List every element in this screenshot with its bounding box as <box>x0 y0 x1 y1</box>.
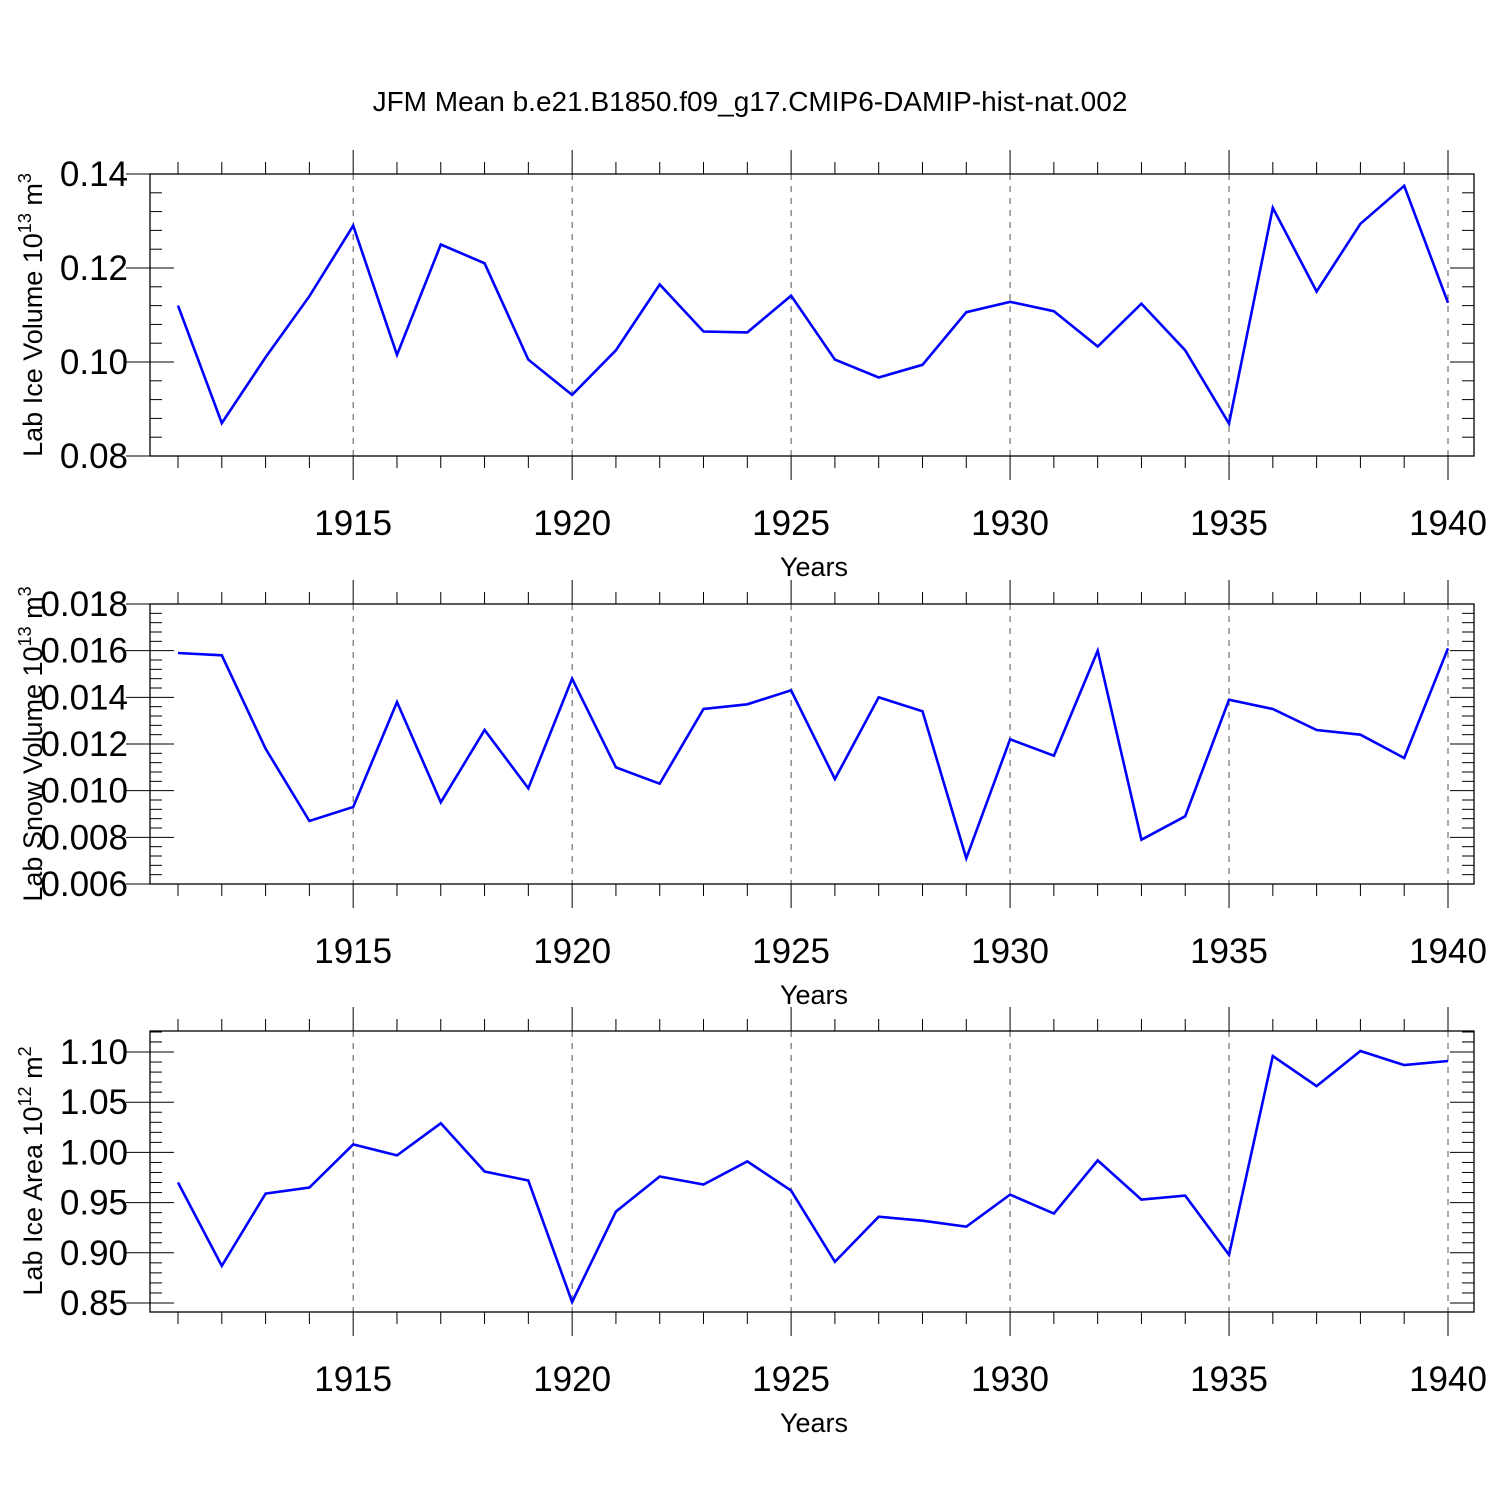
x-tick-label: 1935 <box>1190 504 1268 543</box>
x-tick-label: 1915 <box>314 504 392 543</box>
y-tick-label: 0.85 <box>60 1284 128 1323</box>
plot-frame <box>149 173 1475 457</box>
y-tick-label: 1.00 <box>60 1133 128 1172</box>
x-tick-label: 1925 <box>752 932 830 971</box>
x-axis-title: Years <box>780 980 848 1010</box>
series-line <box>176 1049 1449 1306</box>
y-tick-label: 0.012 <box>40 725 128 764</box>
panel-snow-volume: 0.006 0.008 0.010 0.012 0.014 0.016 0.018 1915 1… <box>15 580 1487 1010</box>
x-tick-label: 1920 <box>533 1360 611 1399</box>
y-tick-label: 0.95 <box>60 1184 128 1223</box>
y-tick-label: 0.12 <box>60 249 128 288</box>
y-axis-title: Lab Ice Volume 1013 m3 <box>15 173 48 457</box>
x-axis-title: Years <box>780 552 848 582</box>
x-tick-label: 1935 <box>1190 1360 1268 1399</box>
x-tick-label: 1930 <box>971 504 1049 543</box>
y-tick-label: 0.90 <box>60 1234 128 1273</box>
x-tick-label: 1930 <box>971 932 1049 971</box>
series-line <box>176 183 1450 428</box>
y-tick-label: 0.014 <box>40 678 128 717</box>
plot-frame <box>149 1030 1475 1313</box>
x-tick-label: 1915 <box>314 1360 392 1399</box>
x-tick-label: 1940 <box>1409 1360 1487 1399</box>
plot-frame <box>149 603 1475 885</box>
y-tick-label: 0.14 <box>60 155 128 194</box>
y-tick-label: 0.010 <box>40 772 128 811</box>
y-tick-label: 1.10 <box>60 1033 128 1072</box>
x-tick-label: 1940 <box>1409 504 1487 543</box>
x-tick-label: 1920 <box>533 932 611 971</box>
panel-ice-area: 0.85 0.90 0.95 1.00 1.05 1.10 1915 1920 1925 1930… <box>15 1007 1487 1438</box>
y-tick-label: 0.08 <box>60 437 128 476</box>
x-tick-label: 1915 <box>314 932 392 971</box>
y-axis-title: Lab Snow Volume 1013 m3 <box>15 586 48 901</box>
y-tick-label: 0.018 <box>40 585 128 624</box>
y-tick-label: 0.10 <box>60 343 128 382</box>
x-tick-label: 1920 <box>533 504 611 543</box>
x-tick-label: 1940 <box>1409 932 1487 971</box>
x-tick-label: 1925 <box>752 504 830 543</box>
y-tick-label: 0.016 <box>40 632 128 671</box>
x-axis-title: Years <box>780 1408 848 1438</box>
y-tick-label: 1.05 <box>60 1083 128 1122</box>
y-tick-label: 0.008 <box>40 818 128 857</box>
chart-title: JFM Mean b.e21.B1850.f09_g17.CMIP6-DAMIP… <box>373 86 1128 117</box>
x-tick-label: 1930 <box>971 1360 1049 1399</box>
panel-ice-volume: 0.08 0.10 0.12 0.14 1915 1920 1925 1930 1935 1940… <box>15 150 1487 582</box>
y-tick-label: 0.006 <box>40 865 128 904</box>
y-axis-title: Lab Ice Area 1012 m2 <box>15 1046 48 1295</box>
x-tick-label: 1925 <box>752 1360 830 1399</box>
x-tick-label: 1935 <box>1190 932 1268 971</box>
series-line <box>177 646 1450 863</box>
